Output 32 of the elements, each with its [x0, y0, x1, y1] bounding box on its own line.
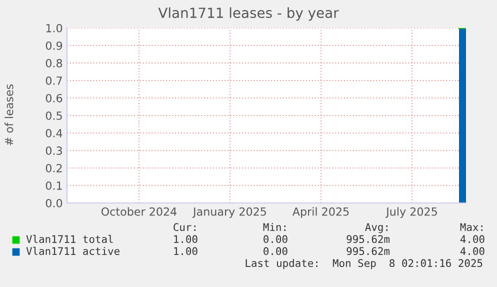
y-tick-label: 0.6: [46, 94, 62, 102]
text: 4.00: [460, 247, 484, 256]
y-tick-label: 1.0: [46, 24, 62, 32]
text: 1.00: [174, 235, 198, 244]
text: Min:: [263, 222, 286, 231]
y-tick-label: 0.1: [46, 181, 62, 190]
y-tick-label: 0.9: [46, 41, 62, 50]
chart-title: Vlan1711 leases - by year: [158, 7, 339, 21]
text: 1.00: [174, 247, 198, 256]
y-tick-label: 0.8: [46, 58, 62, 68]
legend-label: Vlan1711 total: [26, 234, 113, 244]
text: 0.00: [264, 247, 288, 256]
x-tick-label: January 2025: [192, 207, 266, 218]
text: 995.62m: [346, 247, 390, 256]
y-tick-label: 0.5: [46, 111, 62, 120]
y-tick-label: 0.7: [46, 76, 62, 85]
y-tick-label: 0.4: [46, 128, 62, 138]
text: Last update: Mon Sep 8 02:01:16 2025: [246, 258, 482, 270]
text: Max:: [460, 223, 482, 232]
x-tick-label: April 2025: [292, 207, 349, 218]
text: 0.00: [264, 235, 288, 244]
legend-label: Vlan1711 active: [26, 246, 120, 256]
text: Cur:: [174, 223, 196, 232]
x-tick-label: October 2024: [101, 207, 177, 216]
y-tick-label: 0.0: [46, 198, 62, 208]
y-tick-label: 0.3: [46, 146, 62, 155]
x-tick-label: July 2025: [386, 207, 437, 218]
text: 4.00: [460, 235, 484, 244]
text: 995.62m: [346, 235, 390, 244]
y-axis-title: # of leases: [4, 84, 14, 146]
y-tick-label: 0.2: [46, 164, 62, 172]
text: Avg:: [365, 223, 388, 234]
